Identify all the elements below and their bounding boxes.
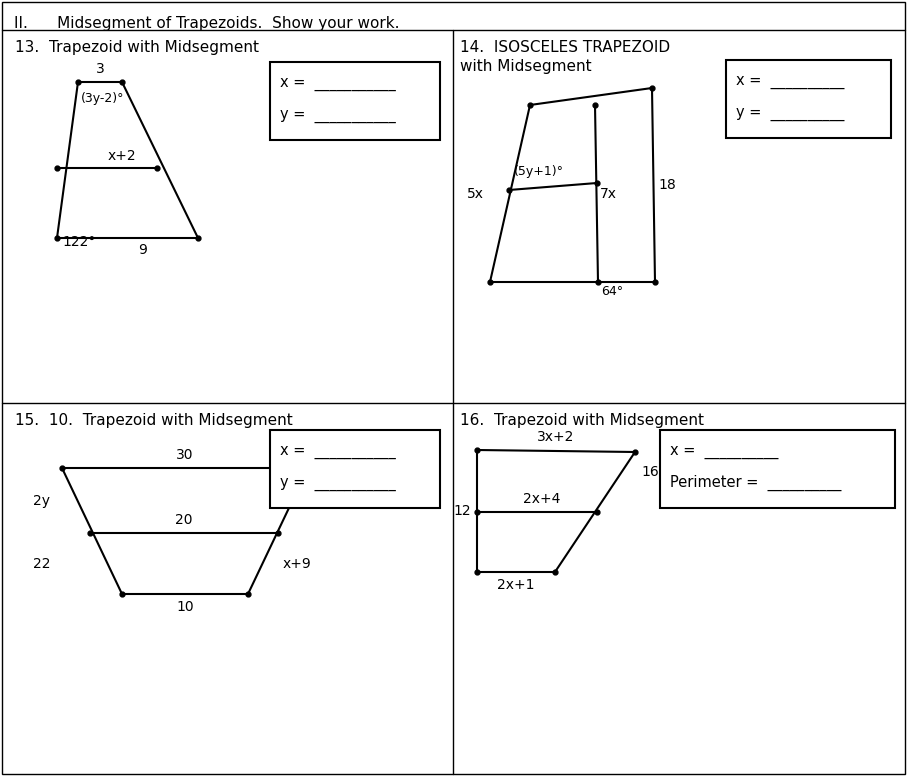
Text: 7x: 7x	[600, 186, 617, 200]
Text: y =  ___________: y = ___________	[280, 476, 395, 490]
Text: x =  __________: x = __________	[736, 74, 844, 89]
Text: 2x+1: 2x+1	[497, 578, 535, 592]
Text: II.      Midsegment of Trapezoids.  Show your work.: II. Midsegment of Trapezoids. Show your …	[14, 16, 399, 31]
Text: (3y-2)°: (3y-2)°	[81, 92, 124, 105]
Text: 20: 20	[175, 513, 193, 527]
Text: 13.  Trapezoid with Midsegment: 13. Trapezoid with Midsegment	[15, 40, 259, 55]
Text: 30: 30	[176, 448, 194, 462]
Text: 2y: 2y	[33, 494, 50, 508]
Text: x =  ___________: x = ___________	[280, 445, 395, 459]
Text: 18: 18	[658, 178, 676, 192]
Text: 12: 12	[454, 504, 471, 518]
Text: 15.  10.  Trapezoid with Midsegment: 15. 10. Trapezoid with Midsegment	[15, 413, 293, 428]
Text: (5y+1)°: (5y+1)°	[514, 165, 564, 178]
Text: y =  __________: y = __________	[736, 106, 844, 120]
Text: 4x-6: 4x-6	[313, 494, 344, 508]
Bar	[726, 60, 891, 138]
Text: 3: 3	[95, 62, 104, 76]
Text: x =  __________: x = __________	[670, 445, 778, 459]
Text: x+2: x+2	[108, 149, 136, 163]
Text: y =  ___________: y = ___________	[280, 108, 395, 123]
Bar	[270, 62, 440, 140]
Text: 122°: 122°	[62, 235, 95, 249]
Bar	[270, 430, 440, 508]
Text: Perimeter =  __________: Perimeter = __________	[670, 475, 842, 491]
Text: 16: 16	[641, 465, 658, 479]
Text: 64°: 64°	[601, 285, 623, 298]
Text: 22: 22	[33, 556, 50, 570]
Text: 14.  ISOSCELES TRAPEZOID: 14. ISOSCELES TRAPEZOID	[460, 40, 670, 55]
Text: 9: 9	[138, 243, 147, 257]
Text: 2x+4: 2x+4	[523, 492, 561, 506]
Text: 16.  Trapezoid with Midsegment: 16. Trapezoid with Midsegment	[460, 413, 704, 428]
Text: 5x: 5x	[467, 186, 484, 200]
Text: x+9: x+9	[283, 556, 312, 570]
Text: 10: 10	[176, 600, 194, 614]
Bar	[660, 430, 895, 508]
Text: 3x+2: 3x+2	[537, 430, 575, 444]
Text: with Midsegment: with Midsegment	[460, 59, 591, 74]
Text: x =  ___________: x = ___________	[280, 76, 395, 92]
